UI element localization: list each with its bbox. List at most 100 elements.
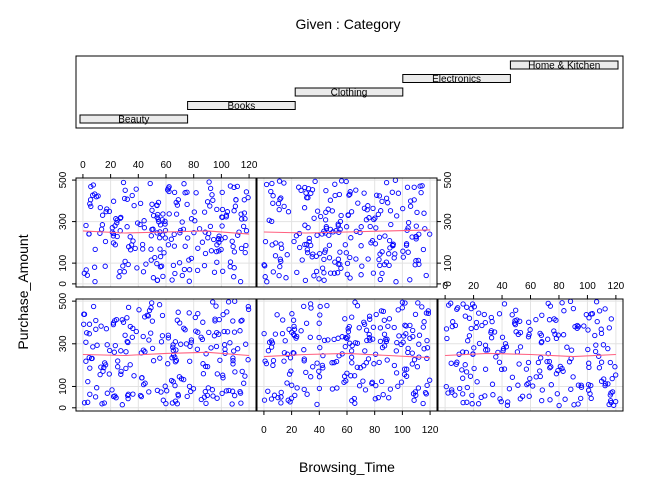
- data-point: [316, 334, 322, 341]
- data-point: [491, 329, 498, 335]
- data-point: [137, 392, 144, 399]
- data-point: [230, 243, 236, 250]
- data-point: [317, 250, 323, 257]
- y-tick-label: 0: [58, 281, 69, 287]
- data-point: [81, 311, 88, 317]
- data-point: [462, 313, 468, 319]
- data-point: [369, 379, 375, 385]
- panel-frame: [256, 177, 438, 288]
- data-point: [598, 326, 604, 332]
- given-interval-label: Electronics: [432, 74, 481, 85]
- data-point: [161, 250, 167, 256]
- x-tick-label: 100: [213, 160, 230, 171]
- data-point: [238, 318, 244, 324]
- given-interval-label: Home & Kitchen: [528, 61, 600, 72]
- data-point: [181, 266, 188, 273]
- data-point: [355, 200, 361, 206]
- data-point: [238, 211, 244, 217]
- data-point: [127, 323, 133, 330]
- data-point: [121, 195, 128, 202]
- data-point: [581, 323, 587, 329]
- y-axis-label: Purchase_Amount: [15, 234, 31, 349]
- data-point: [331, 359, 337, 366]
- data-point: [361, 190, 367, 196]
- data-point: [94, 342, 100, 348]
- data-point: [276, 206, 282, 213]
- data-point: [120, 319, 127, 325]
- data-point: [488, 335, 495, 341]
- data-point: [588, 395, 594, 402]
- data-point: [420, 246, 427, 253]
- data-point: [362, 348, 368, 354]
- data-point: [303, 190, 309, 196]
- data-point: [348, 354, 355, 360]
- data-point: [506, 386, 513, 392]
- data-point: [237, 390, 244, 396]
- data-point: [557, 363, 563, 370]
- data-point: [177, 227, 184, 234]
- data-point: [117, 268, 123, 275]
- data-point: [186, 310, 192, 316]
- data-point: [124, 224, 130, 230]
- data-point: [93, 317, 99, 324]
- data-point: [231, 208, 237, 214]
- data-point: [393, 279, 399, 285]
- y-tick-label: 300: [58, 335, 69, 352]
- data-point: [199, 239, 206, 245]
- data-point: [347, 189, 353, 195]
- data-point: [370, 270, 377, 276]
- data-point: [585, 387, 592, 393]
- data-point: [181, 376, 187, 383]
- data-point: [592, 332, 598, 339]
- data-point: [407, 198, 414, 204]
- data-point: [553, 317, 559, 323]
- data-point: [586, 315, 592, 321]
- data-point: [547, 365, 553, 371]
- data-point: [519, 393, 526, 399]
- data-point: [539, 338, 545, 345]
- data-point: [400, 205, 406, 212]
- data-point: [474, 379, 480, 385]
- data-point: [278, 195, 284, 201]
- data-point: [504, 402, 511, 408]
- data-point: [424, 337, 430, 344]
- data-point: [81, 400, 88, 406]
- data-point: [585, 381, 592, 388]
- data-point: [385, 323, 391, 329]
- data-point: [179, 219, 185, 225]
- x-tick-label: 20: [105, 160, 117, 171]
- data-point: [289, 311, 295, 317]
- data-point: [548, 382, 554, 388]
- data-point: [110, 233, 117, 239]
- data-point: [598, 359, 605, 365]
- data-point: [293, 233, 300, 239]
- data-point: [570, 305, 577, 312]
- data-point: [356, 325, 362, 331]
- data-point: [555, 367, 561, 374]
- data-point: [366, 313, 373, 319]
- scatter-panel-clothing: 0 20 40 60 80 100 120: [437, 281, 625, 412]
- data-point: [162, 383, 168, 389]
- data-point: [118, 214, 124, 221]
- data-point: [523, 366, 530, 372]
- data-point: [306, 238, 312, 245]
- data-point: [412, 262, 418, 268]
- data-point: [214, 259, 220, 265]
- data-point: [243, 242, 249, 249]
- data-point: [275, 394, 281, 401]
- data-point: [420, 400, 426, 407]
- data-point: [411, 197, 417, 203]
- data-point: [270, 200, 276, 206]
- given-panel: Beauty Books Clothing Electronics Home & Kit…: [75, 55, 624, 129]
- data-point: [102, 360, 108, 366]
- data-point: [607, 392, 613, 398]
- data-point: [452, 322, 459, 329]
- data-point: [146, 337, 152, 343]
- data-point: [381, 343, 388, 349]
- data-point: [103, 208, 109, 215]
- data-point: [281, 358, 287, 364]
- data-point: [416, 332, 423, 338]
- data-point: [99, 212, 106, 218]
- data-point: [240, 223, 247, 230]
- data-point: [347, 340, 353, 346]
